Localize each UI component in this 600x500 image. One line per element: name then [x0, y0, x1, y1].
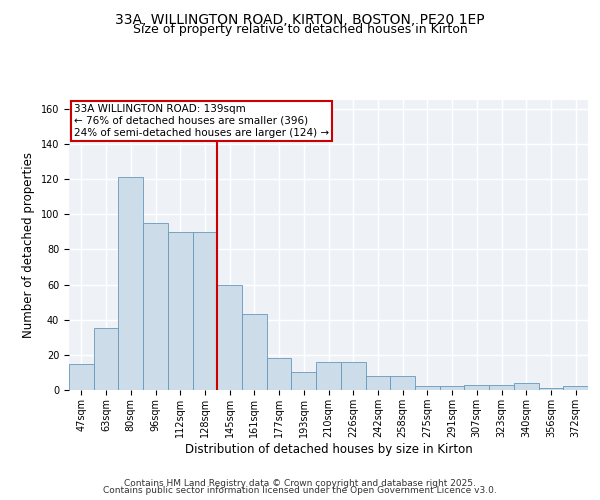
Bar: [143, 223, 168, 390]
Bar: [563, 386, 588, 390]
Text: Size of property relative to detached houses in Kirton: Size of property relative to detached ho…: [133, 22, 467, 36]
Bar: [440, 386, 464, 390]
Bar: [292, 372, 316, 390]
Text: Contains HM Land Registry data © Crown copyright and database right 2025.: Contains HM Land Registry data © Crown c…: [124, 478, 476, 488]
Bar: [365, 376, 390, 390]
Bar: [69, 364, 94, 390]
Text: Contains public sector information licensed under the Open Government Licence v3: Contains public sector information licen…: [103, 486, 497, 495]
Bar: [118, 178, 143, 390]
Bar: [316, 362, 341, 390]
Y-axis label: Number of detached properties: Number of detached properties: [22, 152, 35, 338]
Text: 33A WILLINGTON ROAD: 139sqm
← 76% of detached houses are smaller (396)
24% of se: 33A WILLINGTON ROAD: 139sqm ← 76% of det…: [74, 104, 329, 138]
Bar: [193, 232, 217, 390]
Bar: [539, 388, 563, 390]
Bar: [94, 328, 118, 390]
Bar: [514, 383, 539, 390]
Bar: [267, 358, 292, 390]
Bar: [242, 314, 267, 390]
Text: 33A, WILLINGTON ROAD, KIRTON, BOSTON, PE20 1EP: 33A, WILLINGTON ROAD, KIRTON, BOSTON, PE…: [115, 12, 485, 26]
Bar: [341, 362, 365, 390]
Bar: [464, 384, 489, 390]
X-axis label: Distribution of detached houses by size in Kirton: Distribution of detached houses by size …: [185, 442, 472, 456]
Bar: [415, 386, 440, 390]
Bar: [217, 284, 242, 390]
Bar: [489, 384, 514, 390]
Bar: [390, 376, 415, 390]
Bar: [168, 232, 193, 390]
